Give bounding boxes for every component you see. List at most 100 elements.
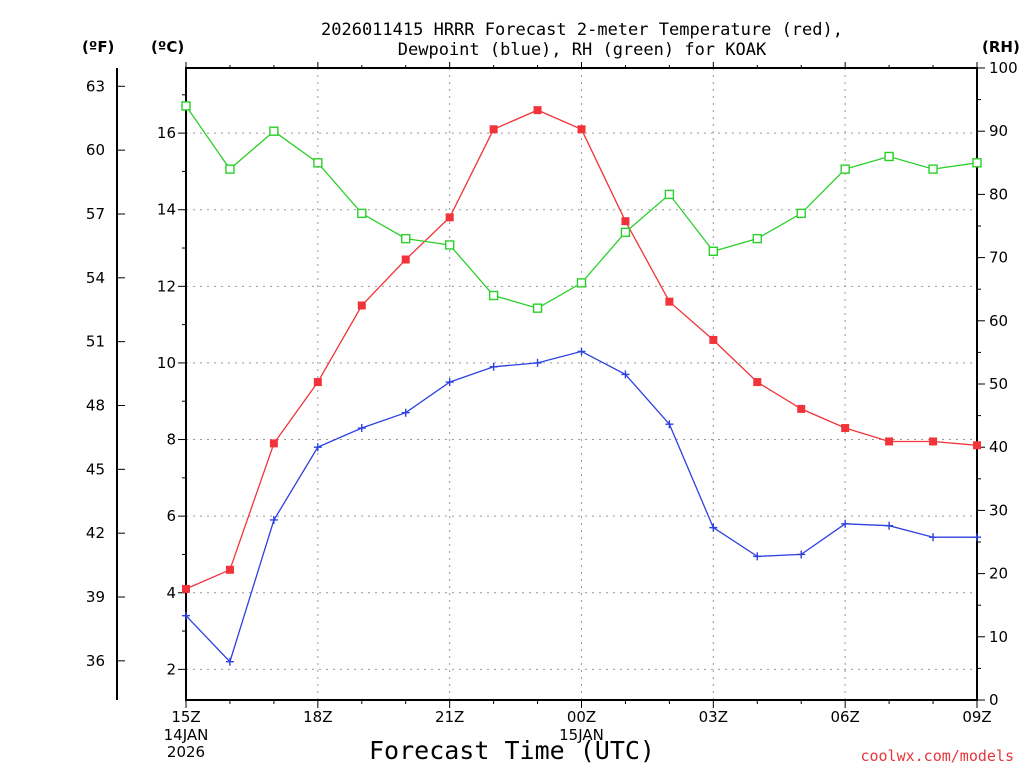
dewpoint-point <box>841 519 850 528</box>
fahrenheit-tick-label: 51 <box>86 333 105 351</box>
fahrenheit-tick-label: 48 <box>86 396 105 414</box>
x-tick-label: 03Z <box>699 708 728 726</box>
rh-tick-label: 50 <box>989 375 1008 393</box>
rh-tick-label: 20 <box>989 565 1008 583</box>
rh-tick-label: 70 <box>989 249 1008 267</box>
dewpoint-point <box>269 515 278 524</box>
temperature-point <box>313 378 322 387</box>
rh-unit-label: (RH) <box>982 38 1020 56</box>
rh-point <box>664 189 675 200</box>
temperature-point <box>533 106 542 115</box>
celsius-tick-label: 12 <box>157 277 176 295</box>
dewpoint-point <box>973 533 981 542</box>
rh-tick-label: 100 <box>989 59 1018 77</box>
data-series <box>181 101 982 666</box>
celsius-tick-label: 8 <box>166 431 176 449</box>
celsius-tick-label: 14 <box>157 201 176 219</box>
rh-point <box>488 290 499 301</box>
chart-title-line1: 2026011415 HRRR Forecast 2-meter Tempera… <box>321 20 843 40</box>
dewpoint-point <box>797 550 806 559</box>
x-tick-label: 18Z <box>303 708 332 726</box>
temperature-point <box>357 301 366 310</box>
temperature-point <box>489 125 498 134</box>
rh-tick-label: 0 <box>989 691 999 709</box>
x-date-label: 14JAN <box>164 726 209 744</box>
rh-point <box>840 164 850 174</box>
rh-point <box>928 164 938 174</box>
celsius-tick-label: 6 <box>166 507 176 525</box>
fahrenheit-tick-label: 39 <box>86 588 105 606</box>
temperature-point <box>929 437 938 446</box>
rh-point <box>225 164 235 174</box>
temperature-point <box>577 125 586 134</box>
dewpoint-point <box>709 523 718 532</box>
rh-tick-label: 40 <box>989 438 1008 456</box>
fahrenheit-tick-label: 45 <box>86 460 105 478</box>
dewpoint-point <box>225 657 234 666</box>
rh-point <box>972 158 982 168</box>
rh-tick-label: 10 <box>989 628 1008 646</box>
rh-point <box>181 101 191 111</box>
rh-point <box>576 278 587 288</box>
rh-tick-label: 60 <box>989 312 1008 330</box>
chart-title-line2: Dewpoint (blue), RH (green) for KOAK <box>398 40 767 60</box>
celsius-unit-label: (ºC) <box>151 38 184 56</box>
rh-point <box>752 233 762 244</box>
temperature-point <box>621 217 630 226</box>
dewpoint-point <box>577 347 586 356</box>
rh-point <box>532 303 543 313</box>
rh-point <box>269 126 279 136</box>
temperature-point <box>709 335 718 344</box>
x-axis-title: Forecast Time (UTC) <box>369 736 655 765</box>
dewpoint-point <box>665 420 674 429</box>
x-date-label: 15JAN <box>559 726 604 744</box>
dewpoint-point <box>621 370 630 379</box>
temperature-point <box>445 213 454 222</box>
dewpoint-point <box>489 362 498 371</box>
fahrenheit-unit-label: (ºF) <box>82 38 114 56</box>
fahrenheit-tick-label: 63 <box>86 77 105 95</box>
rh-tick-label: 80 <box>989 185 1008 203</box>
fahrenheit-tick-label: 57 <box>86 205 105 223</box>
rh-tick-label: 30 <box>989 501 1008 519</box>
dewpoint-point <box>533 358 542 367</box>
temperature-point <box>401 255 410 264</box>
fahrenheit-tick-label: 60 <box>86 141 105 159</box>
x-tick-label: 06Z <box>830 708 859 726</box>
rh-point <box>313 158 323 168</box>
fahrenheit-tick-label: 54 <box>86 269 105 287</box>
temperature-point <box>665 297 674 306</box>
fahrenheit-tick-label: 36 <box>86 652 105 670</box>
dewpoint-point <box>445 378 454 387</box>
celsius-tick-label: 16 <box>157 124 176 142</box>
rh-point <box>708 246 719 256</box>
celsius-tick-label: 10 <box>157 354 176 372</box>
temperature-point <box>182 584 190 593</box>
temperature-point <box>797 404 806 413</box>
dewpoint-point <box>929 533 938 542</box>
temperature-point <box>885 437 894 446</box>
fahrenheit-tick-label: 42 <box>86 524 105 542</box>
temperature-point <box>225 565 234 574</box>
celsius-tick-label: 4 <box>166 584 176 602</box>
x-year-label: 2026 <box>167 743 205 761</box>
x-tick-label: 09Z <box>962 708 991 726</box>
celsius-tick-label: 2 <box>166 660 176 678</box>
dewpoint-point <box>753 552 762 561</box>
temperature-point <box>753 378 762 387</box>
dewpoint-point <box>182 611 190 620</box>
rh-point <box>796 208 806 219</box>
rh-point <box>357 208 367 219</box>
rh-point <box>401 233 411 244</box>
rh-point <box>620 227 631 238</box>
rh-point <box>884 151 894 162</box>
temperature-point <box>269 439 278 448</box>
x-tick-label: 15Z <box>171 708 200 726</box>
dewpoint-point <box>357 424 366 433</box>
dewpoint-point <box>313 443 322 452</box>
x-tick-label: 21Z <box>435 708 464 726</box>
dewpoint-point <box>885 521 894 530</box>
temperature-point <box>973 441 981 450</box>
